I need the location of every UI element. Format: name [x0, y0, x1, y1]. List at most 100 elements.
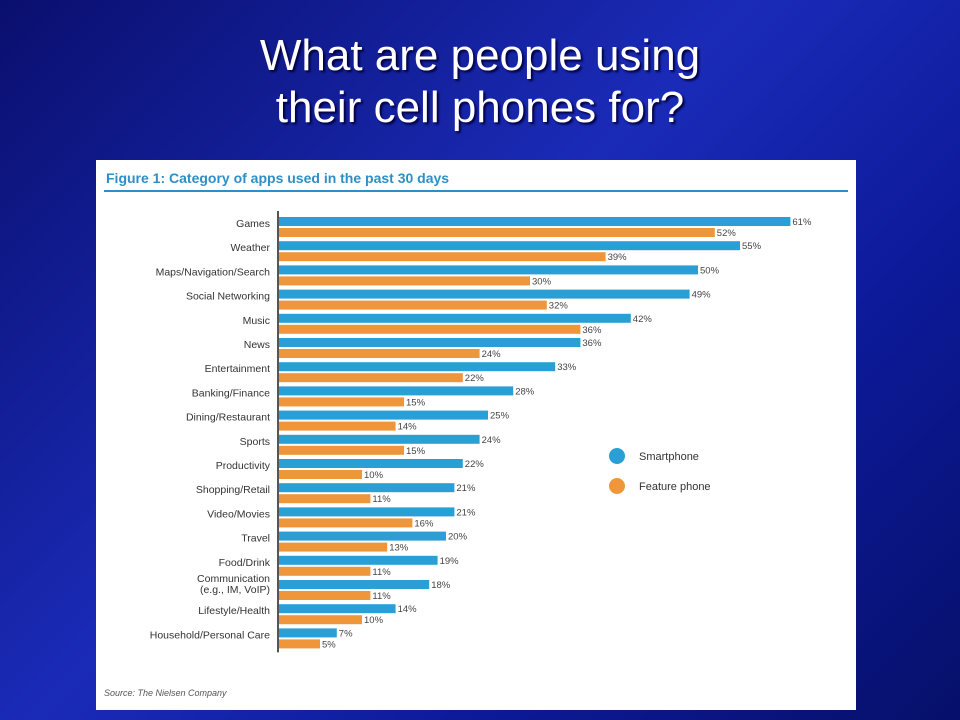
- data-label-smartphone: 25%: [490, 411, 510, 422]
- category-label: Productivity: [216, 460, 271, 472]
- bar-chart: Games 61% 52% Weather 55% 39% Maps/Navigation/…: [150, 211, 812, 653]
- category-label: Entertainment: [205, 363, 270, 375]
- bar-smartphone: [278, 289, 690, 299]
- category-label: Sports: [240, 436, 270, 448]
- category-label: Travel: [241, 533, 270, 545]
- data-label-smartphone: 21%: [456, 507, 476, 518]
- slide-title-line-2: their cell phones for?: [275, 83, 685, 132]
- bar-smartphone: [278, 604, 396, 614]
- bar-smartphone: [278, 628, 337, 638]
- category-label: Dining/Restaurant: [186, 412, 270, 424]
- bar-smartphone: [278, 507, 455, 517]
- bar-smartphone: [278, 265, 698, 275]
- data-label-smartphone: 55%: [742, 241, 762, 252]
- bar-smartphone: [278, 434, 480, 444]
- data-label-feature-phone: 10%: [364, 470, 384, 481]
- data-label-feature-phone: 16%: [414, 518, 434, 529]
- bar-feature-phone: [278, 470, 362, 479]
- data-label-feature-phone: 30%: [532, 276, 552, 287]
- legend-label-feature-phone: Feature phone: [639, 481, 711, 493]
- category-label: Household/Personal Care: [150, 629, 270, 641]
- bar-feature-phone: [278, 542, 388, 552]
- data-label-feature-phone: 36%: [582, 325, 602, 336]
- legend-label-smartphone: Smartphone: [639, 451, 699, 463]
- data-label-feature-phone: 24%: [482, 349, 502, 360]
- figure-title: Figure 1: Category of apps used in the p…: [106, 170, 450, 186]
- bar-feature-phone: [278, 518, 413, 528]
- bar-feature-phone: [278, 639, 320, 649]
- data-label-feature-phone: 5%: [322, 639, 336, 650]
- bar-feature-phone: [278, 494, 371, 504]
- data-label-smartphone: 61%: [792, 217, 812, 228]
- bar-feature-phone: [278, 566, 371, 576]
- bar-feature-phone: [278, 252, 606, 262]
- bar-smartphone: [278, 338, 581, 347]
- data-label-feature-phone: 13%: [389, 543, 409, 554]
- bar-smartphone: [278, 313, 631, 323]
- data-label-smartphone: 49%: [692, 290, 712, 301]
- category-label: Food/Drink: [219, 557, 271, 569]
- data-label-feature-phone: 15%: [406, 397, 426, 408]
- bar-smartphone: [278, 580, 430, 589]
- data-label-feature-phone: 39%: [608, 252, 628, 263]
- category-label: Shopping/Retail: [196, 484, 270, 496]
- data-label-smartphone: 50%: [700, 265, 720, 276]
- category-label: Maps/Navigation/Search: [156, 266, 271, 278]
- data-label-feature-phone: 11%: [372, 591, 391, 602]
- data-label-smartphone: 19%: [440, 556, 460, 567]
- bar-smartphone: [278, 531, 446, 541]
- figure-title-rule: [104, 190, 848, 192]
- data-label-smartphone: 14%: [398, 604, 418, 615]
- category-label: Games: [236, 218, 270, 230]
- bar-feature-phone: [278, 324, 581, 334]
- category-label: News: [244, 339, 270, 351]
- category-label: Video/Movies: [207, 508, 270, 520]
- category-label: Communication: [197, 573, 270, 585]
- data-label-feature-phone: 15%: [406, 446, 426, 457]
- bar-smartphone: [278, 459, 463, 468]
- bar-smartphone: [278, 386, 514, 396]
- data-label-smartphone: 36%: [582, 338, 602, 349]
- category-label: Music: [243, 315, 270, 327]
- data-label-smartphone: 7%: [339, 628, 353, 639]
- category-label: Weather: [231, 242, 271, 254]
- bar-smartphone: [278, 362, 556, 372]
- category-label: Banking/Finance: [192, 387, 270, 399]
- data-label-smartphone: 21%: [456, 483, 476, 494]
- category-label: Lifestyle/Health: [198, 605, 270, 617]
- data-label-smartphone: 20%: [448, 532, 468, 543]
- bar-feature-phone: [278, 373, 463, 383]
- data-label-smartphone: 18%: [431, 580, 451, 591]
- bar-smartphone: [278, 410, 488, 420]
- bar-smartphone: [278, 555, 438, 565]
- data-label-feature-phone: 10%: [364, 615, 384, 626]
- bar-smartphone: [278, 217, 791, 226]
- bar-feature-phone: [278, 300, 547, 310]
- data-label-smartphone: 22%: [465, 459, 485, 470]
- category-label: (e.g., IM, VoIP): [200, 584, 270, 596]
- chart-panel: Figure 1: Category of apps used in the p…: [96, 160, 856, 710]
- category-label: Social Networking: [186, 291, 270, 303]
- bar-feature-phone: [278, 276, 530, 286]
- data-label-feature-phone: 11%: [372, 494, 391, 505]
- bar-feature-phone: [278, 228, 715, 237]
- slide-title-line-1: What are people using: [259, 31, 701, 80]
- data-label-smartphone: 24%: [482, 435, 502, 446]
- slide-title: What are people using their cell phones …: [0, 30, 960, 134]
- data-label-feature-phone: 14%: [398, 422, 418, 433]
- bar-feature-phone: [278, 445, 404, 455]
- bar-smartphone: [278, 241, 740, 251]
- data-label-feature-phone: 32%: [549, 301, 569, 312]
- bar-feature-phone: [278, 591, 371, 600]
- bar-feature-phone: [278, 349, 480, 358]
- data-label-feature-phone: 22%: [465, 373, 485, 384]
- data-label-smartphone: 33%: [557, 362, 577, 373]
- source-note: Source: The Nielsen Company: [104, 688, 227, 698]
- data-label-feature-phone: 11%: [372, 567, 391, 578]
- legend-swatch-smartphone: [609, 448, 625, 464]
- bar-smartphone: [278, 483, 455, 493]
- data-label-smartphone: 28%: [515, 386, 535, 397]
- bar-feature-phone: [278, 421, 396, 431]
- bar-feature-phone: [278, 397, 404, 407]
- bar-feature-phone: [278, 615, 362, 625]
